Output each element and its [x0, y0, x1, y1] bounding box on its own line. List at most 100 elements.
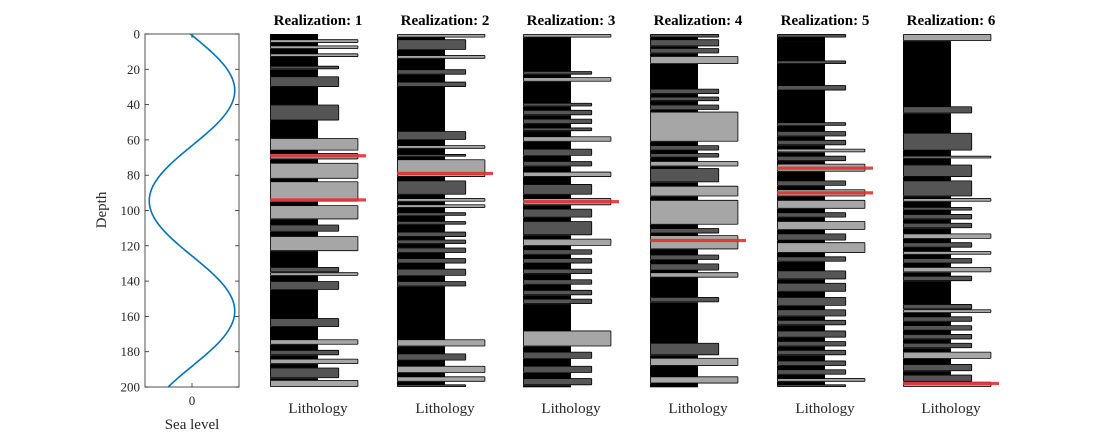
lithology-layer-bar: [650, 270, 698, 273]
lithology-layer-bar: [650, 101, 698, 105]
lithology-layer-bar: [269, 281, 340, 290]
lithology-layer-bar: [777, 291, 825, 298]
lithology-layer-bar: [650, 355, 698, 359]
lithology-layer-bar: [270, 378, 318, 381]
lithology-layer-bar: [523, 166, 571, 172]
lithology-layer-bar: [650, 376, 739, 384]
lithology-layer-bar: [903, 342, 973, 349]
lithology-layer-bar: [777, 341, 847, 347]
lithology-layer-bar: [777, 270, 847, 280]
lithology-layer-bar: [650, 37, 698, 40]
lithology-layer-bar: [269, 339, 359, 345]
highlight-band: [903, 381, 999, 386]
lithology-layer-bar: [397, 252, 445, 259]
lithology-layer-bar: [397, 360, 445, 367]
lithology-layer-bar: [523, 155, 571, 162]
lithology-layer-bar: [270, 56, 318, 67]
lithology-layer-bar: [396, 353, 467, 361]
lithology-layer-bar: [903, 325, 973, 331]
lithology-layer-bar: [903, 180, 973, 197]
highlight-band: [270, 154, 366, 158]
lithology-layer-bar: [269, 358, 359, 365]
lithology-layer-bar: [523, 124, 571, 128]
lithology-layer-bar: [270, 289, 318, 319]
lithology-panels: Realization: 1 Lithology Realization: 2 Lit…: [269, 13, 999, 417]
lithology-layer-bar: [650, 182, 698, 187]
lithology-layer-bar: [650, 272, 739, 278]
lithology-layer-bar: [650, 296, 720, 303]
lithology-layer-bar: [523, 235, 571, 240]
lithology-layer-bar: [523, 279, 593, 285]
lithology-layer-bar: [777, 374, 825, 379]
lithology-layer-bar: [396, 231, 467, 237]
lithology-layer-bar: [650, 166, 698, 169]
lithology-layer-bar: [777, 37, 825, 42]
lithology-x-axis-title: Lithology: [288, 401, 348, 417]
lithology-layer-bar: [777, 309, 847, 317]
lithology-layer-bar: [777, 381, 825, 385]
y-tick-label: 20: [127, 62, 140, 77]
lithology-layer-bar: [397, 207, 445, 213]
lithology-layer-bar: [270, 201, 318, 206]
lithology-layer-bar: [523, 346, 571, 352]
lithology-layer-bar: [523, 74, 571, 78]
lithology-layer-bar: [270, 364, 318, 368]
lithology-layer-bar: [650, 263, 720, 271]
lithology-layer-bar: [397, 215, 445, 222]
lithology-layer-bar: [269, 205, 359, 220]
lithology-layer-bar: [650, 357, 739, 366]
lithology-layer-bar: [397, 236, 445, 240]
lithology-layer-bar: [523, 268, 593, 275]
lithology-layer-bar: [269, 349, 340, 356]
lithology-layer-bar: [270, 275, 318, 282]
lithology-layer-bar: [269, 104, 340, 121]
lithology-layer-bar: [777, 330, 847, 338]
y-tick-label: 60: [127, 132, 140, 147]
lithology-x-axis-title: Lithology: [668, 401, 728, 417]
lithology-layer-bar: [270, 120, 318, 139]
lithology-layer-bar: [777, 256, 847, 262]
lithology-layer-bar: [903, 312, 951, 317]
lithology-layer-bar: [903, 275, 973, 282]
lithology-layer-bar: [523, 141, 571, 150]
lithology-layer-bar: [777, 152, 825, 157]
lithology-layer-bar: [523, 37, 571, 72]
lithology-layer-bar: [777, 180, 847, 186]
sea-level-y-axis-title: Depth: [94, 191, 110, 228]
lithology-layer-bar: [523, 304, 571, 331]
lithology-layer-bar: [396, 131, 467, 140]
lithology-layer-bar: [523, 171, 612, 177]
lithology-layer-bar: [397, 148, 445, 155]
lithology-layer-bar: [396, 81, 467, 87]
lithology-layer-bar: [523, 358, 571, 367]
lithology-layer-bar: [777, 131, 847, 137]
lithology-layer-bar: [777, 360, 847, 366]
highlight-band: [777, 191, 873, 195]
lithology-layer-bar: [269, 162, 359, 179]
lithology-layer-bar: [903, 164, 973, 177]
y-tick-label: 80: [127, 168, 140, 183]
lithology-layer-bar: [396, 145, 486, 149]
lithology-layer-bar: [523, 245, 571, 250]
lithology-layer-bar: [396, 258, 467, 264]
lithology-layer-bar: [523, 115, 571, 120]
lithology-layer-bar: [903, 46, 951, 107]
lithology-layer-bar: [903, 34, 992, 42]
lithology-layer-bar: [650, 342, 720, 356]
lithology-layer-bar: [396, 339, 486, 347]
sea-level-curve: [148, 33, 236, 388]
lithology-layer-bar: [650, 111, 739, 142]
lithology-layer-bar: [650, 196, 698, 201]
lithology-layer-bar: [903, 348, 951, 352]
lithology-layer-bar: [523, 184, 593, 195]
y-tick-label: 100: [121, 203, 141, 218]
lithology-layer-bar: [523, 106, 571, 111]
lithology-layer-bar: [777, 279, 825, 284]
lithology-layer-bar: [903, 321, 951, 326]
lithology-layer-bar: [903, 150, 951, 157]
lithology-layer-bar: [777, 378, 866, 382]
lithology-layer-bar: [397, 263, 445, 270]
lithology-layer-bar: [777, 355, 825, 361]
lithology-layer-bar: [650, 109, 698, 112]
lithology-layer-bar: [650, 153, 720, 158]
